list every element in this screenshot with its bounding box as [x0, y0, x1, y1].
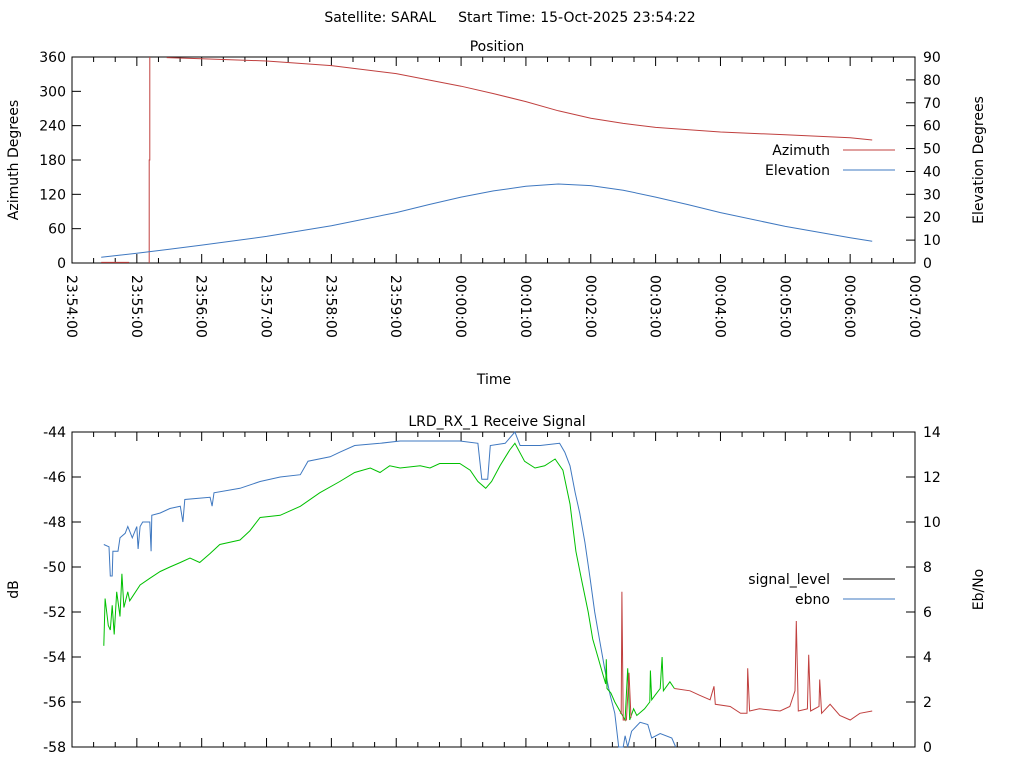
plot-title: LRD_RX_1 Receive Signal: [408, 414, 585, 430]
y2-tick-label: 60: [923, 119, 941, 135]
header-title: Satellite: SARAL Start Time: 15-Oct-2025 …: [324, 10, 695, 26]
x-tick-label: 23:58:00: [322, 275, 338, 338]
y2-tick-label: 12: [923, 470, 941, 486]
y2-tick-label: 70: [923, 96, 941, 112]
y-tick-label: 360: [39, 50, 66, 66]
y2-tick-label: 0: [923, 740, 932, 756]
y2-axis-label: Elevation Degrees: [971, 96, 987, 224]
receive-signal-plot: LRD_RX_1 Receive Signal -58 -56 -54 -52 -50 -4…: [6, 414, 987, 756]
y2-tick-label: 30: [923, 187, 941, 203]
y-tick-label: -54: [43, 650, 66, 666]
y2-tick-label: 14: [923, 425, 941, 441]
y-tick-label: 300: [39, 84, 66, 100]
y2-tick-label: 20: [923, 210, 941, 226]
y-axis-label: Azimuth Degrees: [6, 100, 22, 220]
y-tick-label: 240: [39, 119, 66, 135]
y-tick-label: -46: [43, 470, 66, 486]
y2-tick-label: 8: [923, 560, 932, 576]
x-tick-label: 23:55:00: [128, 275, 144, 338]
legend-label: Azimuth: [772, 143, 830, 159]
plot-frame: [71, 56, 916, 264]
y-tick-label: -50: [43, 560, 66, 576]
series-line-ebno-trace-red: [674, 620, 873, 721]
y2-tick-label: 0: [923, 256, 932, 272]
x-tick-label: 23:57:00: [258, 275, 274, 338]
x-tick-label: 00:03:00: [647, 275, 663, 338]
x-tick-label: 00:02:00: [582, 275, 598, 338]
x-tick-label: 00:00:00: [452, 275, 468, 338]
y2-tick-label: 40: [923, 164, 941, 180]
y2-tick-label: 4: [923, 650, 932, 666]
series-line-azimuth: [166, 57, 873, 141]
x-tick-label: 00:06:00: [841, 275, 857, 338]
x-tick-label: 23:59:00: [387, 275, 403, 338]
legend-label: ebno: [795, 592, 830, 608]
x-tick-label: 00:05:00: [776, 275, 792, 338]
y2-tick-label: 80: [923, 73, 941, 89]
x-tick-label: 23:56:00: [193, 275, 209, 338]
y-tick-label: -52: [43, 605, 66, 621]
y2-tick-label: 2: [923, 695, 932, 711]
y-tick-label: -58: [43, 740, 66, 756]
y-tick-label: 180: [39, 153, 66, 169]
series-line-ebno-trace-green: [103, 442, 675, 722]
x-tick-label: 00:04:00: [711, 275, 727, 338]
x-tick-label: 00:01:00: [517, 275, 533, 338]
y-tick-label: -56: [43, 695, 66, 711]
series-line-azimuth: [148, 57, 151, 263]
y2-tick-label: 50: [923, 142, 941, 158]
y2-tick-label: 10: [923, 515, 941, 531]
x-axis-label: Time: [476, 372, 511, 388]
y2-tick-label: 90: [923, 50, 941, 66]
legend-label: Elevation: [765, 163, 830, 179]
plot-frame: [71, 431, 916, 748]
plot-title: Position: [470, 39, 525, 55]
y-tick-label: -44: [43, 425, 66, 441]
series-line-signal-level-trace: [103, 431, 677, 748]
start-time: Start Time: 15-Oct-2025 23:54:22: [458, 10, 696, 26]
series-line-elevation: [101, 183, 873, 258]
x-tick-label: 00:07:00: [906, 275, 922, 338]
y2-tick-label: 10: [923, 233, 941, 249]
y2-axis-label: Eb/No: [971, 569, 987, 611]
series-line-ebno-trace-red: [619, 591, 632, 721]
position-plot: Position 23:54:00 23:55:00 23:56:00 23:57:00…: [6, 39, 987, 388]
y2-tick-label: 6: [923, 605, 932, 621]
x-tick-label: 23:54:00: [63, 275, 79, 338]
y-tick-label: 0: [57, 256, 66, 272]
y-tick-label: 120: [39, 187, 66, 203]
legend-label: signal_level: [748, 572, 830, 588]
satellite-name: Satellite: SARAL: [324, 10, 436, 26]
y-tick-label: 60: [48, 222, 66, 238]
y-tick-label: -48: [43, 515, 66, 531]
y-axis-label: dB: [6, 580, 22, 599]
